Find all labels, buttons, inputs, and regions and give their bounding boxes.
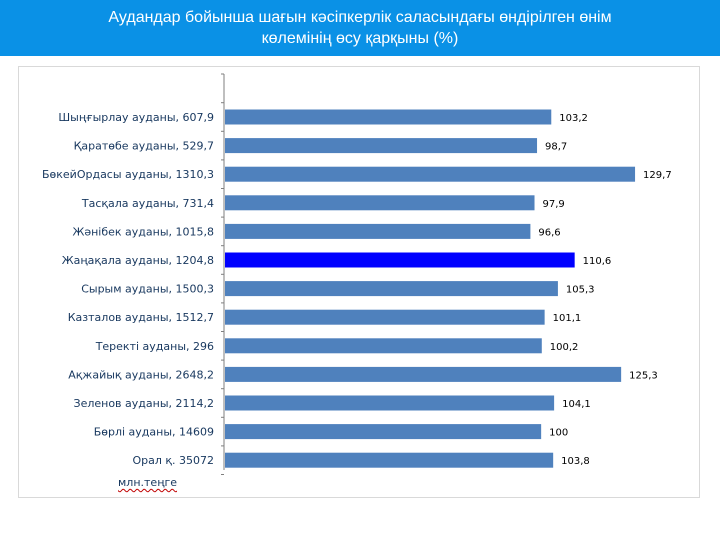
data-label: 103,8 — [561, 456, 590, 467]
bar — [225, 309, 545, 325]
category-label: Теректі ауданы, 296 — [95, 340, 214, 353]
category-label: Зеленов ауданы, 2114,2 — [74, 397, 214, 410]
category-label: Бөрлі ауданы, 14609 — [94, 426, 214, 439]
data-label: 96,6 — [538, 227, 560, 238]
category-label: Сырым ауданы, 1500,3 — [81, 283, 214, 296]
category-label: Қаратөбе ауданы, 529,7 — [74, 140, 214, 153]
title-banner: Аудандар бойынша шағын кәсіпкерлік салас… — [0, 0, 720, 56]
bar — [225, 109, 552, 125]
bar — [225, 223, 531, 239]
bar — [225, 195, 535, 211]
bar — [225, 452, 554, 468]
data-label: 100,2 — [550, 342, 579, 353]
data-label: 125,3 — [629, 370, 658, 381]
bar — [225, 395, 555, 411]
data-label: 101,1 — [553, 313, 582, 324]
data-label: 104,1 — [562, 399, 591, 410]
bar — [225, 252, 575, 268]
bar — [225, 338, 542, 354]
data-label: 97,9 — [543, 199, 565, 210]
bar — [225, 166, 636, 182]
category-label: Тасқала ауданы, 731,4 — [81, 197, 214, 210]
category-label: Шыңғырлау ауданы, 607,9 — [58, 111, 214, 124]
unit-label: млн.теңге — [118, 476, 178, 489]
data-label: 98,7 — [545, 142, 567, 153]
bar — [225, 366, 622, 382]
category-label: Орал қ. 35072 — [132, 454, 214, 467]
bar — [225, 281, 558, 297]
bar — [225, 424, 542, 440]
category-label: Жаңақала ауданы, 1204,8 — [62, 254, 214, 267]
data-label: 100 — [549, 428, 568, 439]
category-label: Казталов ауданы, 1512,7 — [68, 311, 214, 324]
bar — [225, 138, 538, 154]
category-label: БөкейОрдасы ауданы, 1310,3 — [42, 168, 214, 181]
data-label: 103,2 — [559, 113, 588, 124]
data-label: 110,6 — [583, 256, 612, 267]
data-label: 129,7 — [643, 170, 672, 181]
category-label: Жәнібек ауданы, 1015,8 — [72, 225, 214, 238]
title-line-2: көлемінің өсу қарқыны (%) — [261, 30, 459, 47]
data-label: 105,3 — [566, 285, 595, 296]
title-line-1: Аудандар бойынша шағын кәсіпкерлік салас… — [108, 9, 612, 26]
category-label: Ақжайық ауданы, 2648,2 — [68, 368, 214, 381]
